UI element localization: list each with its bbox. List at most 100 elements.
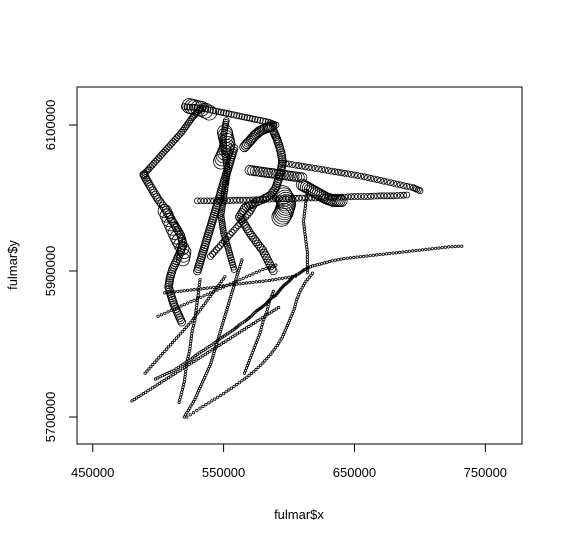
data-point bbox=[243, 114, 251, 122]
data-point bbox=[249, 371, 253, 376]
data-point bbox=[233, 112, 241, 119]
data-point bbox=[304, 237, 308, 241]
data-point bbox=[253, 239, 263, 249]
data-point bbox=[226, 337, 230, 342]
data-point bbox=[130, 399, 134, 403]
data-point bbox=[261, 320, 265, 324]
data-point bbox=[163, 145, 171, 153]
data-point bbox=[148, 186, 158, 196]
data-point bbox=[247, 230, 256, 240]
data-point bbox=[174, 367, 178, 371]
data-point bbox=[305, 247, 309, 251]
data-point bbox=[189, 361, 194, 365]
data-point bbox=[193, 197, 201, 205]
data-point bbox=[264, 191, 274, 201]
data-point bbox=[195, 408, 199, 412]
data-point bbox=[239, 196, 247, 204]
data-point bbox=[279, 337, 283, 341]
data-point bbox=[222, 117, 230, 124]
data-point bbox=[383, 178, 391, 186]
data-point bbox=[236, 196, 244, 204]
data-point bbox=[247, 358, 251, 362]
data-point bbox=[327, 259, 332, 264]
data-point bbox=[183, 377, 187, 381]
data-point bbox=[228, 228, 236, 236]
data-point bbox=[228, 336, 233, 340]
data-point bbox=[187, 352, 191, 356]
data-point bbox=[270, 310, 274, 314]
data-point bbox=[265, 258, 274, 268]
data-point bbox=[215, 288, 219, 292]
data-point bbox=[360, 173, 368, 181]
data-point bbox=[230, 111, 238, 119]
data-point bbox=[240, 329, 244, 333]
data-point bbox=[373, 176, 381, 184]
data-point bbox=[238, 206, 248, 215]
data-point bbox=[414, 186, 422, 194]
data-point bbox=[185, 359, 189, 364]
data-point bbox=[144, 390, 148, 394]
data-point bbox=[293, 274, 298, 278]
data-point bbox=[266, 305, 270, 309]
data-point bbox=[153, 156, 161, 164]
data-point bbox=[271, 278, 275, 282]
x-tick-label: 550000 bbox=[202, 465, 245, 480]
data-point bbox=[237, 381, 241, 385]
data-point bbox=[354, 193, 362, 200]
data-point bbox=[270, 292, 274, 296]
data-point bbox=[250, 235, 260, 244]
data-point bbox=[229, 196, 237, 204]
data-point bbox=[333, 258, 337, 262]
x-axis: 450000 550000 650000 750000 bbox=[71, 444, 507, 480]
data-point bbox=[163, 291, 167, 295]
data-point bbox=[170, 302, 180, 312]
data-point bbox=[236, 220, 244, 227]
data-point bbox=[242, 224, 252, 233]
data-point bbox=[303, 204, 307, 208]
data-point bbox=[244, 211, 252, 219]
data-point bbox=[381, 252, 385, 256]
data-point bbox=[303, 183, 317, 196]
data-point bbox=[380, 177, 388, 185]
data-point bbox=[191, 104, 199, 111]
data-point bbox=[231, 282, 235, 287]
data-point bbox=[207, 197, 214, 205]
data-point bbox=[302, 224, 306, 228]
data-point bbox=[301, 219, 305, 223]
data-point bbox=[440, 246, 444, 250]
data-point bbox=[227, 388, 231, 392]
data-point bbox=[235, 282, 239, 286]
data-point bbox=[320, 262, 324, 266]
data-point bbox=[387, 179, 394, 187]
data-point bbox=[303, 207, 307, 211]
data-point bbox=[358, 255, 362, 259]
data-point bbox=[411, 249, 415, 253]
data-point bbox=[254, 280, 258, 284]
data-point bbox=[193, 101, 210, 117]
data-point bbox=[215, 345, 219, 349]
data-point bbox=[304, 196, 308, 200]
data-point bbox=[234, 222, 242, 230]
data-point bbox=[176, 334, 180, 338]
data-point bbox=[246, 361, 251, 365]
data-point bbox=[190, 329, 194, 333]
data-point bbox=[171, 136, 179, 144]
x-tick-label: 450000 bbox=[71, 465, 114, 480]
data-point bbox=[258, 363, 263, 367]
plot-frame bbox=[76, 86, 523, 445]
data-point bbox=[172, 338, 177, 342]
data-point bbox=[173, 134, 181, 142]
data-point bbox=[219, 393, 223, 398]
data-point bbox=[176, 370, 180, 374]
data-point bbox=[205, 299, 209, 303]
data-point bbox=[367, 174, 375, 182]
data-point bbox=[273, 345, 278, 350]
data-point bbox=[198, 278, 202, 282]
data-point bbox=[203, 352, 207, 356]
data-point bbox=[222, 285, 226, 289]
data-point bbox=[347, 170, 355, 178]
data-point bbox=[258, 246, 268, 255]
data-point bbox=[274, 277, 278, 281]
data-point bbox=[251, 321, 255, 326]
data-point bbox=[137, 394, 141, 399]
